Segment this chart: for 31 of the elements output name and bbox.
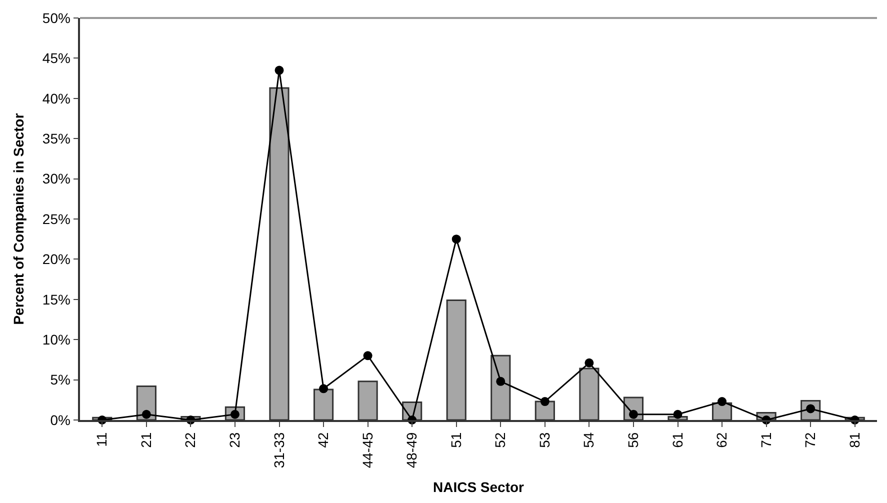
x-tick-label: 21 [138,432,154,448]
y-tick-label: 30% [42,170,70,187]
y-tick-label: 20% [42,251,70,268]
y-axis-title: Percent of Companies in Sector [10,112,27,325]
x-tick-label: 62 [714,432,730,448]
x-tick-label: 71 [758,432,774,448]
x-tick-label: 52 [492,432,508,448]
x-tick-label: 11 [94,432,110,447]
x-tick-label: 72 [802,432,818,448]
y-tick-label: 40% [42,90,70,106]
x-tick-label: 53 [536,432,552,448]
y-tick-label: 25% [42,210,70,227]
y-tick-label: 45% [42,50,70,66]
y-tick-label: 0% [50,412,70,428]
x-tick-label: 42 [315,432,332,448]
y-tick-label: 5% [50,372,70,388]
x-tick-label: 44-45 [359,432,376,468]
x-tick-label: 61 [669,432,686,448]
x-tick-label: 81 [846,432,862,448]
x-tick-label: 51 [448,432,464,448]
x-tick-label: 23 [226,432,243,448]
x-tick-label: 31-33 [270,432,287,468]
y-tick-label: 10% [42,332,70,348]
y-tick-label: 15% [42,291,70,308]
x-axis-title: NAICS Sector [432,478,525,495]
y-tick-label: 50% [42,10,70,26]
x-tick-label: 54 [580,432,597,448]
x-tick-label: 48-49 [404,432,420,468]
y-tick-label: 35% [42,130,70,146]
x-tick-label: 56 [625,432,642,448]
x-tick-label: 22 [182,432,198,448]
